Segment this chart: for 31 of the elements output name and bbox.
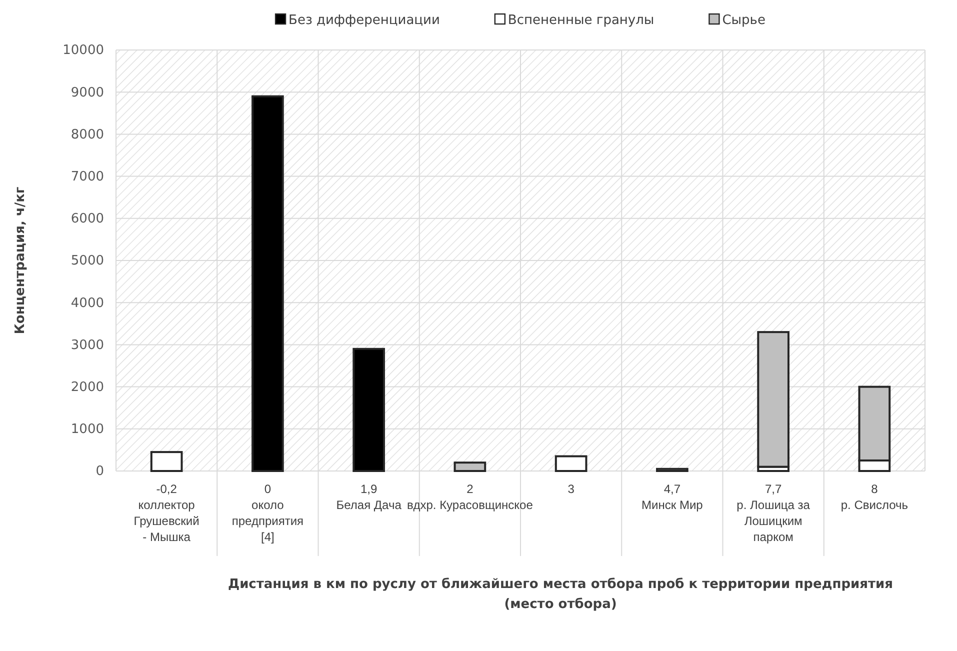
y-axis-title: Концентрация, ч/кг xyxy=(13,186,28,334)
x-axis-title: Дистанция в км по руслу от ближайшего места отбора проб к территории предприятия (место отбора) xyxy=(228,577,894,612)
y-tick-label: 3000 xyxy=(70,338,104,353)
bar xyxy=(252,95,284,472)
x-tick-label: 8 р. Свислочь xyxy=(840,482,908,512)
bar xyxy=(554,455,588,472)
x-tick-label: 3 xyxy=(568,482,575,496)
bar xyxy=(757,331,790,468)
y-tick-label: 0 xyxy=(96,464,104,480)
y-tick-label: 4000 xyxy=(70,296,104,311)
x-tick-label: 4,7 Минск Мир xyxy=(642,482,704,512)
bar xyxy=(352,348,385,472)
x-tick-label: 1,9 Белая Дача xyxy=(336,482,402,512)
y-tick-label: 5000 xyxy=(70,254,104,269)
legend-label: Без дифференциации xyxy=(288,13,440,28)
x-tick-label: 7,7 р. Лошица за Лошицким парком xyxy=(736,482,810,544)
bar xyxy=(454,462,486,472)
y-tick-label: 8000 xyxy=(70,127,104,142)
bar xyxy=(150,451,183,472)
legend-label: Вспененные гранулы xyxy=(508,13,654,28)
x-tick-label: 0 около предприятия [4] xyxy=(232,482,304,544)
y-tick-label: 10000 xyxy=(62,43,104,58)
y-tick-label: 6000 xyxy=(70,212,104,227)
x-tick-label: 2 вдхр. Курасовщинское xyxy=(406,482,534,512)
x-tick-label: -0,2 коллектор Грушевский - Мышка xyxy=(134,482,200,544)
y-tick-label: 9000 xyxy=(70,85,104,100)
y-tick-label: 1000 xyxy=(70,422,104,438)
y-tick-label: 7000 xyxy=(70,169,104,184)
y-tick-label: 2000 xyxy=(70,380,104,395)
bar xyxy=(656,468,688,472)
legend-label: Сырье xyxy=(722,13,766,28)
